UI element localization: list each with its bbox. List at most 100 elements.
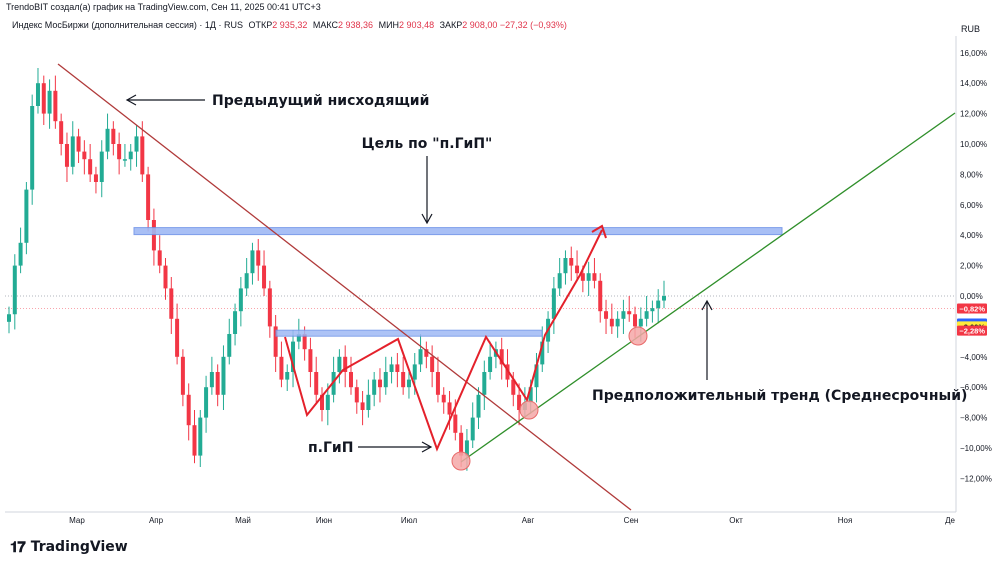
candle-body (586, 273, 591, 281)
candle-body (511, 379, 516, 395)
candle-body (105, 128, 110, 152)
candle-body (534, 364, 539, 388)
candle-body (412, 364, 417, 380)
symbol-name: Индекс МосБиржи (дополнительная сессия) … (12, 20, 244, 30)
candle-body (209, 372, 214, 388)
pattern-target-arrowhead (591, 224, 607, 239)
candle-body (314, 372, 319, 395)
target-arrowhead (421, 213, 433, 225)
candle-body (250, 250, 255, 274)
candle-body (30, 106, 35, 190)
candle-body (180, 356, 185, 395)
low-value: 2 903,48 (399, 20, 435, 30)
prev-downtrend-label: Предыдущий нисходящий (212, 93, 429, 109)
candle-body (406, 379, 411, 388)
candle-body (540, 341, 545, 365)
pattern-arrowhead (421, 441, 433, 453)
candle-body (592, 273, 597, 281)
candle-body (418, 349, 423, 365)
tradingview-logo-icon: 𝟏𝟕 (10, 538, 26, 556)
y-tick-label: 16,00% (960, 49, 987, 58)
brand-name: TradingView (30, 539, 128, 555)
candle-body (453, 414, 458, 433)
candle-body (389, 364, 394, 372)
x-tick-label: Ноя (838, 516, 853, 525)
candle-body (517, 394, 522, 410)
candle-body (256, 250, 261, 266)
candle-body (348, 372, 353, 388)
candle-body (563, 258, 568, 274)
candle-body (470, 417, 475, 441)
candle-body (273, 326, 278, 357)
y-tick-label: −12,00% (960, 474, 992, 483)
candle-body (24, 189, 29, 243)
candle-body (331, 372, 336, 395)
candle-body (157, 250, 162, 266)
pattern-label: п.ГиП (308, 440, 353, 456)
candle-body (575, 265, 580, 274)
candle-body (221, 356, 226, 395)
low-label: МИН (378, 20, 400, 30)
candle-body (146, 174, 151, 220)
y-tick-label: −10,00% (960, 444, 992, 453)
candle-body (644, 311, 649, 319)
change-value: −27,32 (−0,93%) (499, 20, 567, 30)
pivot-circle (628, 326, 648, 346)
price-badge-label: −2,28% (959, 327, 985, 336)
candle-body (476, 394, 481, 418)
candle-body (18, 242, 23, 266)
high-value: 2 938,36 (338, 20, 374, 30)
candle-body (430, 356, 435, 372)
prev-downtrend-line (57, 63, 632, 511)
candle-body (627, 311, 632, 315)
candle-body (528, 387, 533, 403)
candle-body (615, 318, 620, 327)
y-tick-label: −8,00% (960, 414, 987, 423)
candle-body (354, 387, 359, 403)
candle-body (93, 174, 98, 182)
close-value: 2 908,00 (462, 20, 498, 30)
candle-body (35, 83, 40, 106)
candle-body (395, 364, 400, 372)
y-tick-label: −4,00% (960, 353, 987, 362)
candle-body (262, 265, 267, 289)
candle-body (609, 318, 614, 327)
candle-body (366, 394, 371, 410)
candle-body (551, 288, 556, 319)
candle-body (325, 394, 330, 410)
candle-body (633, 314, 638, 327)
candle-body (88, 159, 93, 175)
symbol-legend: Индекс МосБиржи (дополнительная сессия) … (12, 20, 567, 30)
candle-body (204, 387, 209, 418)
y-tick-label: 14,00% (960, 79, 987, 88)
candle-body (296, 334, 301, 342)
candle-body (557, 273, 562, 289)
x-tick-label: Июл (401, 516, 418, 525)
candle-body (499, 349, 504, 365)
candle-body (505, 364, 510, 380)
y-tick-label: 8,00% (960, 170, 983, 179)
currency-label[interactable]: RUB (961, 24, 981, 34)
candle-body (47, 90, 52, 114)
candle-body (7, 314, 11, 322)
tradingview-brand[interactable]: 𝟏𝟕 TradingView (10, 538, 128, 556)
pattern-zigzag (284, 229, 603, 452)
candle-body (192, 425, 197, 456)
y-tick-label: 2,00% (960, 262, 983, 271)
candle-body (598, 280, 603, 312)
candle-body (360, 402, 365, 410)
neckline-zone (275, 329, 543, 337)
candle-body (650, 308, 655, 312)
y-tick-label: 0,00% (960, 292, 983, 301)
pivot-circle (451, 451, 471, 471)
candle-body (377, 379, 382, 388)
candle-body (215, 372, 220, 395)
candle-body (464, 440, 469, 456)
candle-body (122, 159, 127, 161)
candle-body (291, 341, 296, 372)
candle-body (621, 311, 626, 319)
candle-body (383, 372, 388, 388)
candle-body (53, 90, 58, 122)
candle-body (41, 83, 46, 114)
